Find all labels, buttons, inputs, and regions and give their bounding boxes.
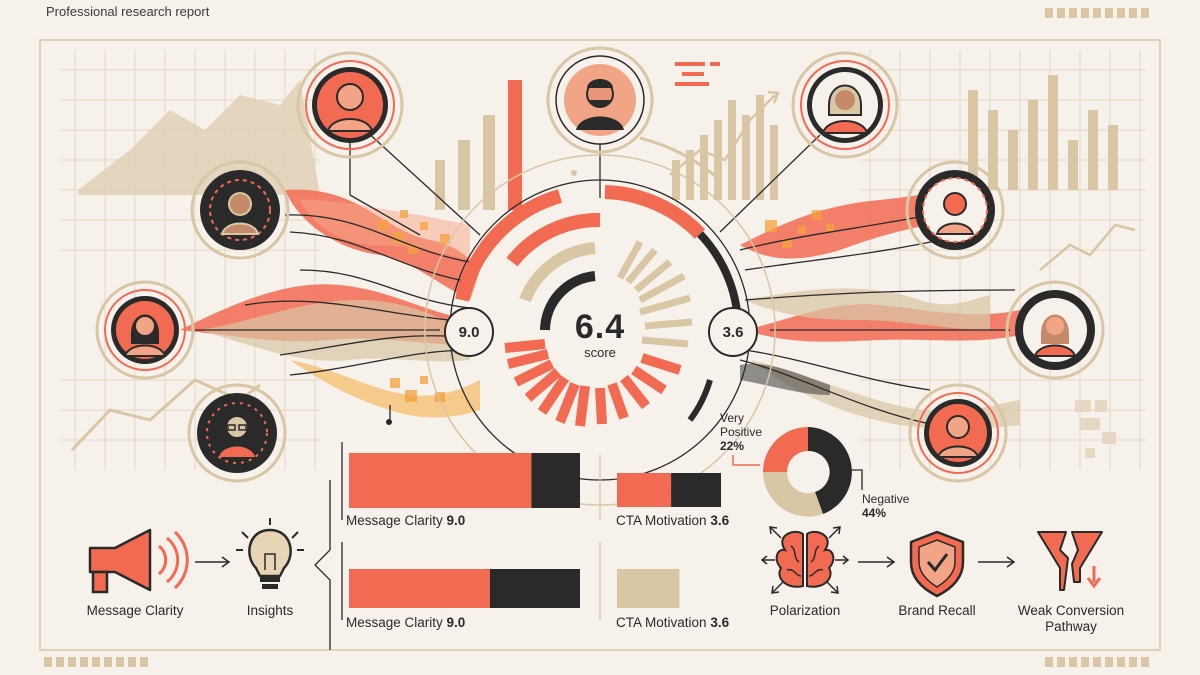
center-top-dashes [675,62,720,86]
right-pixel-blocks [1075,400,1116,458]
motivation-score-value: 3.6 [722,323,744,341]
avatar-left-3 [187,383,287,483]
comparison-bars [349,453,721,608]
bar-remainder-2 [671,473,721,507]
bar-label-4: CTA Motivation 3.6 [616,615,730,630]
avatar-left-1 [190,160,290,260]
outer-frame [39,39,1161,651]
flow-label-brand-recall: Brand Recall [898,603,976,618]
donut-segment-neutral [763,472,823,517]
bar-label-1: Message Clarity 9.0 [346,513,466,528]
flow-label-weak-conversion: Weak Conversion Pathway [1017,603,1125,634]
bar-remainder-1 [531,453,580,508]
arrow-icon [858,556,896,568]
donut-segment-very-positive [763,427,808,472]
bar-fill-2 [617,473,672,507]
avatar-right-3 [908,383,1008,483]
overall-score-value: 6.4 [574,308,626,346]
lightbulb-icon [236,518,304,589]
motivation-score-bubble: 3.6 [708,307,758,357]
left-area-chart [78,80,320,195]
arrow-icon [195,556,231,568]
pie-label-very-positive: Very Positive 22% [720,411,763,453]
flow-label-message-clarity: Message Clarity [86,603,184,618]
pie-callout-left [732,455,760,466]
bar-fill-3 [349,569,490,608]
clarity-score-bubble: 9.0 [444,307,494,357]
frame-ticks [44,8,1149,667]
bar-remainder-3 [489,569,580,608]
overall-score-label: score [584,345,616,360]
shield-check-icon [909,530,965,598]
clarity-score-value: 9.0 [458,323,480,341]
central-gauge [424,136,776,506]
pie-label-negative: Negative 44% [862,492,910,520]
flow-label-insights: Insights [246,603,294,618]
sentiment-donut [763,427,852,517]
avatar-right-2 [1005,280,1105,380]
broken-funnel-icon [1037,531,1103,591]
megaphone-icon [88,528,189,594]
avatar-top-right [791,51,899,159]
bar-fill-4 [617,569,680,608]
connector-lines [195,129,1010,420]
avatar-top-center [546,46,654,154]
donut-segment-negative [808,427,852,514]
pie-callout-right [850,469,863,490]
bar-fill-1 [349,453,532,508]
arrow-icon [978,556,1016,568]
left-bar-chart [435,80,522,210]
report-title: Professional research report [46,4,210,19]
avatar-left-2 [95,280,195,380]
right-small-line [1039,223,1136,271]
bar-section-dividers [314,442,601,650]
bar-label-3: Message Clarity 9.0 [346,615,466,630]
bar-label-2: CTA Motivation 3.6 [616,513,730,528]
flow-label-polarization: Polarization [769,603,841,618]
avatar-right-1 [905,160,1005,260]
brain-icon [760,526,850,594]
avatar-top-left [296,51,404,159]
